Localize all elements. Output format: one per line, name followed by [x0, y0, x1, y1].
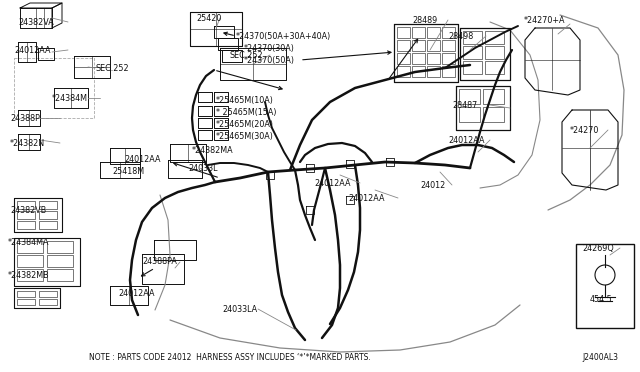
Bar	[17, 255, 43, 267]
Text: *24384M: *24384M	[52, 93, 88, 103]
Text: SEC.252: SEC.252	[230, 51, 264, 60]
Bar	[442, 40, 455, 51]
Bar	[397, 27, 410, 38]
Text: 24012AA: 24012AA	[348, 193, 385, 202]
Bar	[427, 27, 440, 38]
Bar	[459, 107, 480, 122]
Bar	[463, 31, 482, 44]
Text: 24382VA: 24382VA	[18, 17, 54, 26]
Bar	[427, 66, 440, 77]
Bar	[427, 53, 440, 64]
Bar	[576, 244, 634, 328]
Bar	[412, 27, 425, 38]
Bar	[39, 291, 57, 297]
Text: *24370(50A+30A+40A): *24370(50A+30A+40A)	[236, 32, 332, 41]
Text: 28498: 28498	[448, 32, 473, 41]
Text: 454.5: 454.5	[590, 295, 612, 305]
Bar	[483, 107, 504, 122]
Bar	[442, 53, 455, 64]
Text: 24012AA: 24012AA	[124, 154, 161, 164]
Bar	[397, 53, 410, 64]
Text: *24370(30A): *24370(30A)	[244, 44, 295, 52]
Text: 24012AA: 24012AA	[448, 135, 484, 144]
Bar	[412, 66, 425, 77]
Bar	[485, 31, 504, 44]
Text: 24012AA: 24012AA	[118, 289, 154, 298]
Bar	[485, 61, 504, 74]
Text: *24370(50A): *24370(50A)	[244, 55, 295, 64]
Text: *25465M(30A): *25465M(30A)	[216, 131, 274, 141]
Bar	[483, 89, 504, 104]
Text: SEC.252: SEC.252	[95, 64, 129, 73]
Text: *24270: *24270	[570, 125, 600, 135]
Text: *24382MA: *24382MA	[192, 145, 234, 154]
Text: 24012: 24012	[420, 180, 445, 189]
Bar	[39, 299, 57, 305]
Bar	[39, 211, 57, 219]
Text: *24382MB: *24382MB	[8, 272, 50, 280]
Text: *24382N: *24382N	[10, 138, 45, 148]
Bar	[17, 201, 35, 209]
Text: 24012AA: 24012AA	[314, 179, 351, 187]
Bar	[463, 46, 482, 59]
Text: 24012AA: 24012AA	[14, 45, 51, 55]
Bar	[397, 66, 410, 77]
Text: 28489: 28489	[412, 16, 437, 25]
Bar	[17, 269, 43, 281]
Text: *25465M(20A): *25465M(20A)	[216, 119, 274, 128]
Bar	[463, 61, 482, 74]
Text: 28487: 28487	[452, 100, 477, 109]
Text: * 25465M(15A): * 25465M(15A)	[216, 108, 276, 116]
Text: *25465M(10A): *25465M(10A)	[216, 96, 274, 105]
Bar	[17, 299, 35, 305]
Bar	[485, 46, 504, 59]
Bar	[427, 40, 440, 51]
Bar	[17, 241, 43, 253]
Bar	[14, 58, 94, 118]
Bar	[39, 221, 57, 229]
Text: 24033L: 24033L	[188, 164, 218, 173]
Text: 25420: 25420	[196, 13, 221, 22]
Text: NOTE : PARTS CODE 24012  HARNESS ASSY INCLUDES ‘*’*MARKED PARTS.: NOTE : PARTS CODE 24012 HARNESS ASSY INC…	[89, 353, 371, 362]
Bar	[442, 27, 455, 38]
Text: 25418M: 25418M	[112, 167, 144, 176]
Bar	[17, 211, 35, 219]
Text: *24384MA: *24384MA	[8, 237, 49, 247]
Text: *24270+A: *24270+A	[524, 16, 566, 25]
Text: 24388P: 24388P	[10, 113, 40, 122]
Bar	[47, 255, 73, 267]
Bar	[17, 221, 35, 229]
Bar	[412, 53, 425, 64]
Text: 24382VB: 24382VB	[10, 205, 46, 215]
Bar	[442, 66, 455, 77]
Text: J2400AL3: J2400AL3	[582, 353, 618, 362]
Bar	[397, 40, 410, 51]
Bar	[17, 291, 35, 297]
Text: 24388PA: 24388PA	[142, 257, 177, 266]
Text: 24033LA: 24033LA	[222, 305, 257, 314]
Bar	[47, 241, 73, 253]
Bar	[412, 40, 425, 51]
Bar	[39, 201, 57, 209]
Text: 24269Q: 24269Q	[582, 244, 614, 253]
Bar	[459, 89, 480, 104]
Bar	[47, 269, 73, 281]
